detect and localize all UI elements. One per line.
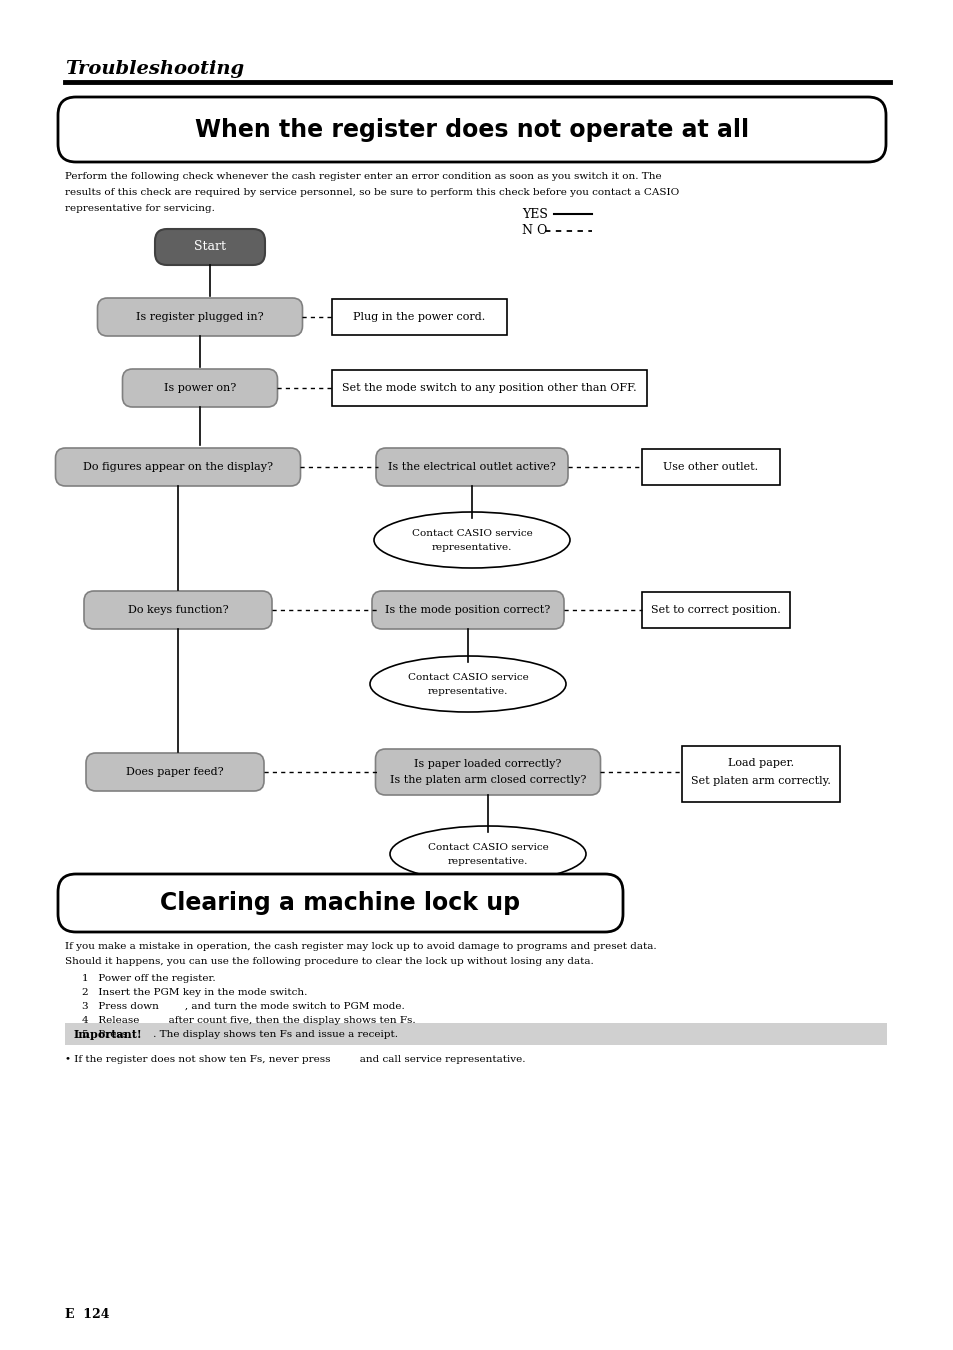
Text: representative.: representative. bbox=[447, 857, 528, 867]
Text: Use other outlet.: Use other outlet. bbox=[662, 462, 758, 472]
FancyBboxPatch shape bbox=[58, 873, 622, 932]
Text: Plug in the power cord.: Plug in the power cord. bbox=[353, 312, 485, 323]
Ellipse shape bbox=[390, 826, 585, 882]
Text: Is the electrical outlet active?: Is the electrical outlet active? bbox=[388, 462, 556, 472]
Text: Is register plugged in?: Is register plugged in? bbox=[136, 312, 264, 323]
Text: Contact CASIO service: Contact CASIO service bbox=[411, 528, 532, 537]
FancyBboxPatch shape bbox=[84, 591, 272, 629]
FancyBboxPatch shape bbox=[55, 448, 300, 486]
Text: • If the register does not show ten Fs, never press         and call service rep: • If the register does not show ten Fs, … bbox=[65, 1054, 525, 1064]
Text: If you make a mistake in operation, the cash register may lock up to avoid damag: If you make a mistake in operation, the … bbox=[65, 942, 656, 950]
Text: representative for servicing.: representative for servicing. bbox=[65, 204, 214, 213]
FancyBboxPatch shape bbox=[372, 591, 563, 629]
Ellipse shape bbox=[374, 512, 569, 568]
Bar bbox=[641, 450, 780, 485]
Bar bbox=[65, 1023, 886, 1045]
Text: representative.: representative. bbox=[432, 544, 512, 552]
Text: Set platen arm correctly.: Set platen arm correctly. bbox=[690, 776, 830, 786]
FancyBboxPatch shape bbox=[375, 448, 567, 486]
Text: Is power on?: Is power on? bbox=[164, 383, 236, 393]
FancyBboxPatch shape bbox=[122, 369, 277, 406]
FancyBboxPatch shape bbox=[58, 97, 885, 162]
Text: Clearing a machine lock up: Clearing a machine lock up bbox=[160, 891, 519, 915]
FancyBboxPatch shape bbox=[154, 230, 265, 265]
Text: Troubleshooting: Troubleshooting bbox=[65, 59, 244, 78]
FancyBboxPatch shape bbox=[375, 749, 599, 795]
Bar bbox=[332, 298, 506, 335]
Text: Is paper loaded correctly?: Is paper loaded correctly? bbox=[414, 759, 561, 769]
Bar bbox=[332, 370, 646, 406]
FancyBboxPatch shape bbox=[86, 753, 264, 791]
Text: Is the mode position correct?: Is the mode position correct? bbox=[385, 605, 550, 616]
Text: 2   Insert the PGM key in the mode switch.: 2 Insert the PGM key in the mode switch. bbox=[82, 988, 307, 998]
Text: Important!: Important! bbox=[74, 1029, 143, 1040]
FancyBboxPatch shape bbox=[97, 298, 302, 336]
Text: representative.: representative. bbox=[427, 687, 508, 697]
Text: 1   Power off the register.: 1 Power off the register. bbox=[82, 973, 215, 983]
Text: When the register does not operate at all: When the register does not operate at al… bbox=[194, 117, 748, 142]
Text: 4   Release         after count five, then the display shows ten Fs.: 4 Release after count five, then the dis… bbox=[82, 1017, 416, 1025]
Text: Contact CASIO service: Contact CASIO service bbox=[427, 842, 548, 852]
Text: Contact CASIO service: Contact CASIO service bbox=[407, 672, 528, 682]
Text: N O: N O bbox=[521, 224, 547, 238]
Text: Set the mode switch to any position other than OFF.: Set the mode switch to any position othe… bbox=[342, 383, 637, 393]
Text: Is the platen arm closed correctly?: Is the platen arm closed correctly? bbox=[390, 775, 585, 784]
Ellipse shape bbox=[370, 656, 565, 711]
Text: Do figures appear on the display?: Do figures appear on the display? bbox=[83, 462, 273, 472]
Bar bbox=[681, 747, 840, 802]
Text: 3   Press down        , and turn the mode switch to PGM mode.: 3 Press down , and turn the mode switch … bbox=[82, 1002, 404, 1011]
Text: Start: Start bbox=[193, 240, 226, 254]
Text: YES: YES bbox=[521, 208, 547, 220]
Text: Do keys function?: Do keys function? bbox=[128, 605, 228, 616]
Text: Should it happens, you can use the following procedure to clear the lock up with: Should it happens, you can use the follo… bbox=[65, 957, 593, 967]
Text: Load paper.: Load paper. bbox=[727, 757, 793, 768]
Bar bbox=[641, 593, 789, 628]
Text: Perform the following check whenever the cash register enter an error condition : Perform the following check whenever the… bbox=[65, 171, 661, 181]
Text: Set to correct position.: Set to correct position. bbox=[651, 605, 781, 616]
Text: E  124: E 124 bbox=[65, 1308, 110, 1322]
Text: results of this check are required by service personnel, so be sure to perform t: results of this check are required by se… bbox=[65, 188, 679, 197]
Text: Does paper feed?: Does paper feed? bbox=[126, 767, 224, 778]
Text: 5   Press        . The display shows ten Fs and issue a receipt.: 5 Press . The display shows ten Fs and i… bbox=[82, 1030, 397, 1040]
